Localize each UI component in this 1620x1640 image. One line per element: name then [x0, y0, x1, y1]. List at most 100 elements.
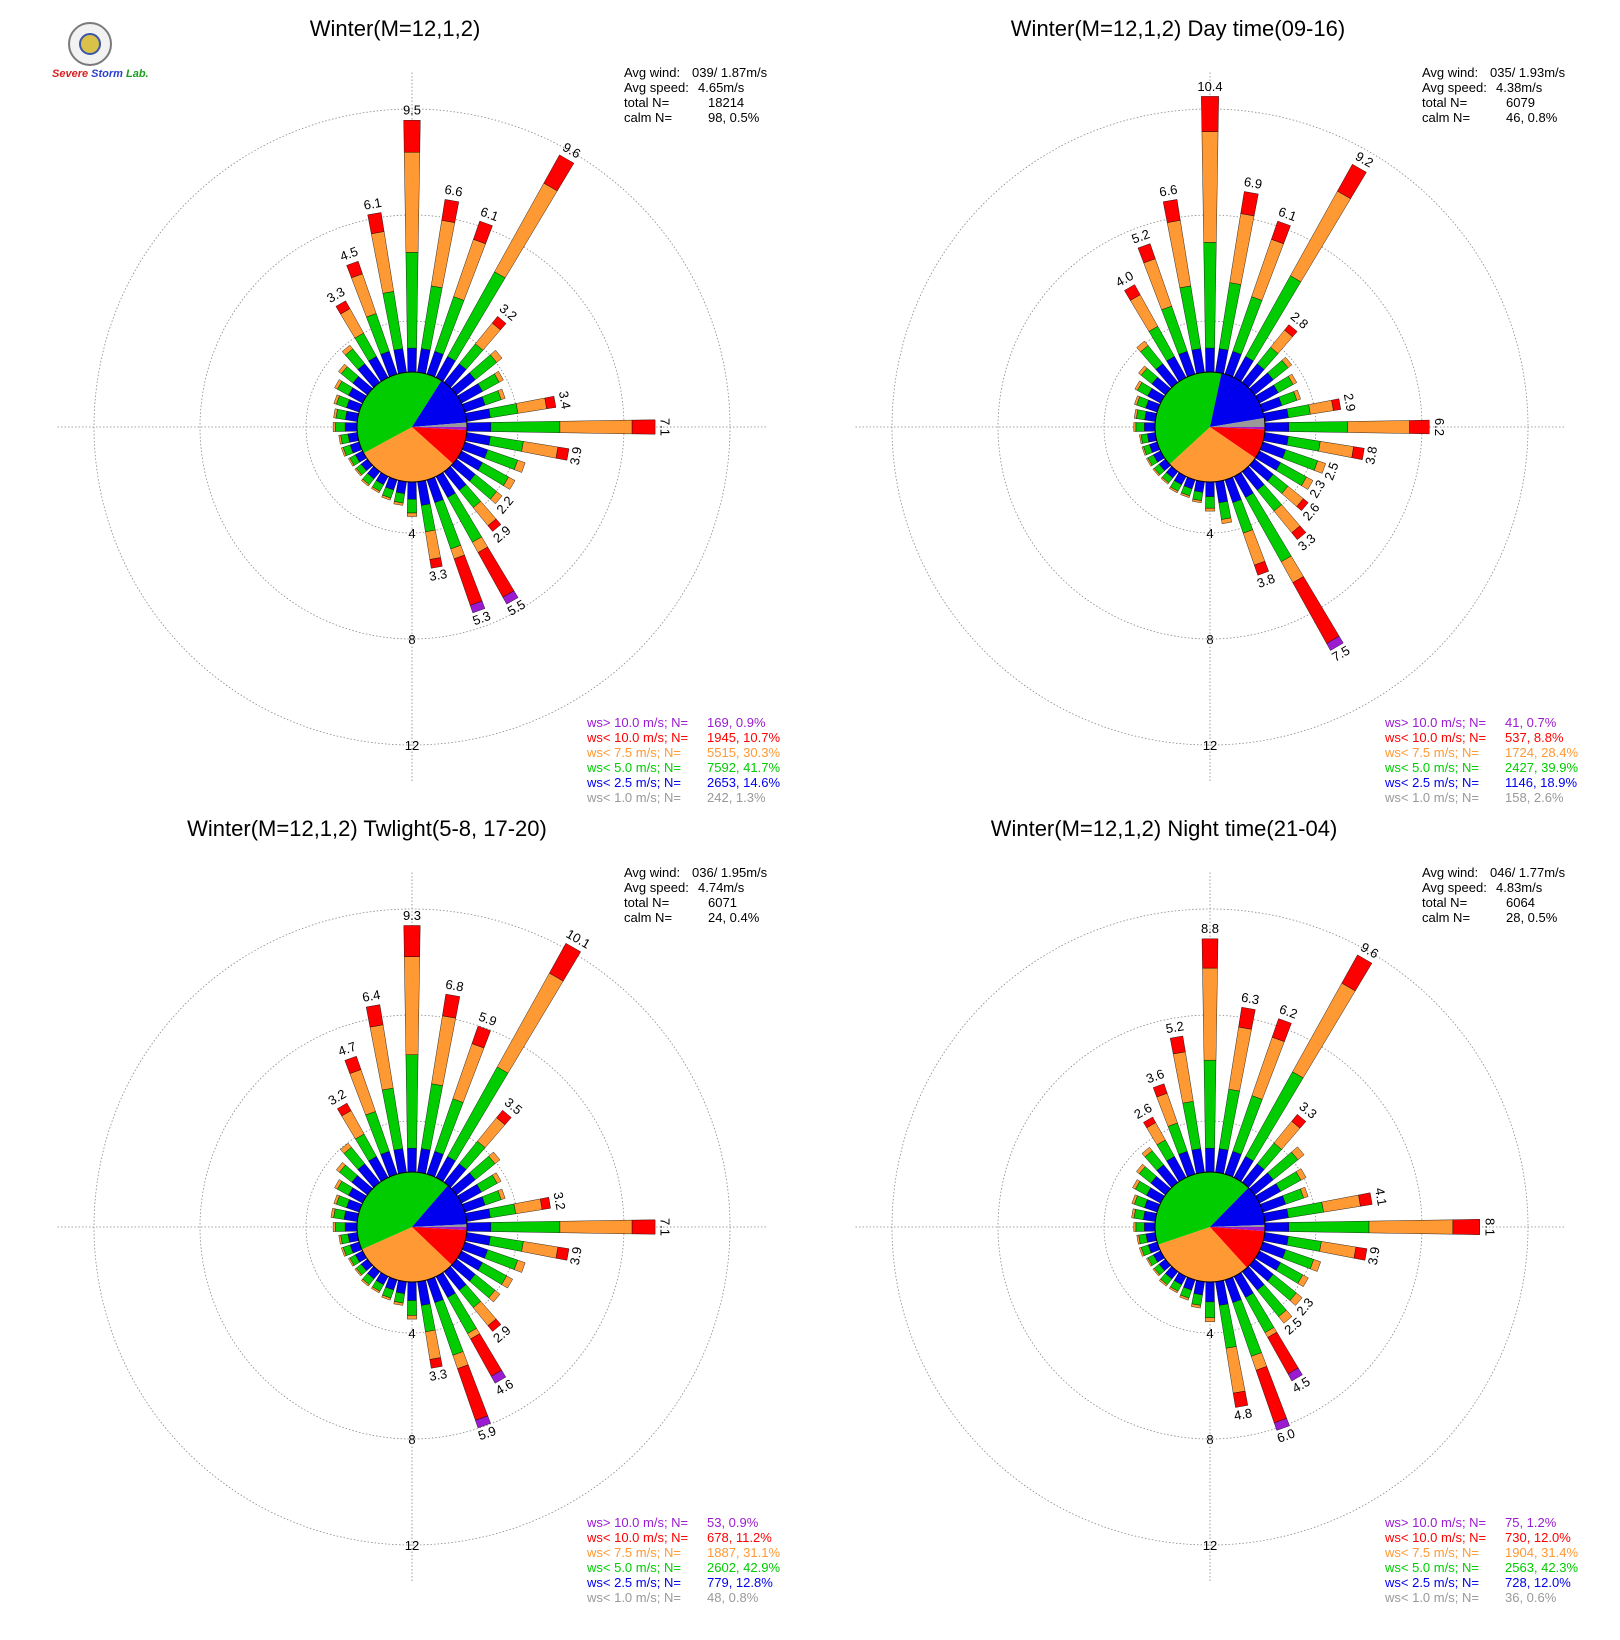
petal-segment: [491, 316, 507, 331]
petal-segment: [1409, 419, 1430, 435]
petal-segment: [1286, 404, 1311, 419]
petal-segment: [361, 478, 370, 487]
petal-label: 6.3: [1240, 990, 1260, 1008]
petal-label: 5.9: [476, 1423, 498, 1443]
petal-segment: [492, 1172, 502, 1184]
petal-segment: [336, 1162, 346, 1173]
petal-segment: [1331, 398, 1342, 411]
stats-label: Avg speed:: [624, 880, 689, 895]
petal-segment: [488, 403, 519, 419]
petal-segment: [1255, 1366, 1287, 1424]
legend-label: ws< 7.5 m/s; N=: [586, 1545, 681, 1560]
petal-label: 6.2: [1277, 1001, 1299, 1021]
petal-label: 4.7: [336, 1039, 358, 1059]
petal-segment: [1143, 1116, 1156, 1129]
pie-slice: [412, 1185, 467, 1227]
stats-label: calm N=: [624, 910, 672, 925]
legend-value: 2602, 42.9%: [707, 1560, 780, 1575]
petal-label: 3.9: [567, 446, 585, 466]
petal-segment: [393, 501, 404, 506]
petal-segment: [503, 476, 516, 490]
petal-label: 3.6: [1144, 1066, 1166, 1086]
ring-label: 4: [408, 526, 415, 541]
petal-segment: [1169, 1035, 1186, 1055]
petal-segment: [441, 199, 460, 223]
pie-slice: [412, 427, 467, 464]
stats-label: total N=: [1422, 895, 1467, 910]
legend-value: 1146, 18.9%: [1505, 775, 1577, 790]
petal-segment: [407, 1147, 417, 1173]
petal-segment: [442, 993, 461, 1019]
petal-segment: [555, 1246, 570, 1261]
petal-segment: [1146, 1257, 1153, 1267]
pie-outline: [356, 1171, 468, 1283]
petal-segment: [1182, 1101, 1202, 1151]
legend-value: 2427, 39.9%: [1505, 760, 1578, 775]
petal-segment: [425, 1329, 441, 1360]
petal-segment: [1201, 938, 1219, 969]
petal-segment: [1124, 284, 1141, 301]
petal-segment: [1205, 1147, 1215, 1173]
pie-slice: [412, 427, 467, 431]
petal-segment: [343, 1210, 359, 1222]
petal-segment: [477, 1117, 506, 1148]
petal-segment: [351, 273, 377, 318]
legend-value: 75, 1.2%: [1505, 1515, 1557, 1530]
petal-segment: [393, 1291, 405, 1304]
legend-value: 1887, 31.1%: [707, 1545, 780, 1560]
legend-value: 1904, 31.4%: [1505, 1545, 1578, 1560]
petal-segment: [1144, 411, 1157, 422]
petal-segment: [333, 394, 340, 405]
petal-segment: [395, 480, 407, 494]
legend-label: ws< 2.5 m/s; N=: [586, 775, 681, 790]
petal-segment: [521, 441, 559, 459]
petal-segment: [1225, 1346, 1246, 1394]
legend-label: ws< 10.0 m/s; N=: [586, 1530, 688, 1545]
petal-segment: [453, 239, 486, 301]
petal-segment: [502, 590, 519, 605]
petal-segment: [337, 1102, 352, 1117]
petal-label: 6.4: [361, 987, 381, 1005]
legend-label: ws> 10.0 m/s; N=: [1384, 1515, 1486, 1530]
petal-segment: [1273, 504, 1301, 534]
petal-label: 6.9: [1243, 174, 1263, 192]
panel-title: Winter(M=12,1,2): [310, 16, 481, 41]
petal-segment: [490, 1221, 561, 1233]
stats-value: 4.38m/s: [1496, 80, 1543, 95]
petal-segment: [395, 1280, 407, 1294]
petal-label: 4.1: [1372, 1187, 1390, 1207]
petal-segment: [487, 518, 502, 532]
petal-segment: [333, 1194, 340, 1205]
petal-segment: [1308, 399, 1334, 415]
petal-segment: [1288, 373, 1298, 385]
stats-value: 6079: [1506, 95, 1535, 110]
pie-slice: [1210, 373, 1265, 427]
petal-segment: [481, 1190, 502, 1206]
petal-segment: [488, 1203, 516, 1219]
legend-label: ws< 2.5 m/s; N=: [1384, 1575, 1479, 1590]
petal-segment: [338, 363, 348, 375]
petal-segment: [513, 1198, 543, 1215]
petal-segment: [631, 419, 656, 435]
petal-segment: [1271, 1018, 1292, 1042]
legend-label: ws< 7.5 m/s; N=: [1384, 745, 1479, 760]
petal-segment: [496, 972, 564, 1074]
petal-segment: [340, 1142, 352, 1154]
petal-label: 3.3: [428, 566, 448, 584]
petal-segment: [1205, 481, 1215, 497]
petal-segment: [1264, 422, 1290, 432]
petal-segment: [488, 1235, 524, 1252]
petal-segment: [1297, 1274, 1309, 1287]
petal-segment: [515, 397, 547, 414]
petal-segment: [1238, 1006, 1256, 1030]
petal-segment: [494, 182, 558, 279]
stats-value: 046/ 1.77m/s: [1490, 865, 1566, 880]
petal-segment: [488, 435, 524, 452]
petal-segment: [1132, 1179, 1141, 1190]
stats-value: 6071: [708, 895, 737, 910]
petal-segment: [471, 1025, 491, 1049]
legend-value: 1724, 28.4%: [1505, 745, 1578, 760]
petal-segment: [431, 1015, 456, 1086]
petal-segment: [1143, 1210, 1157, 1222]
legend-label: ws> 10.0 m/s; N=: [586, 1515, 688, 1530]
